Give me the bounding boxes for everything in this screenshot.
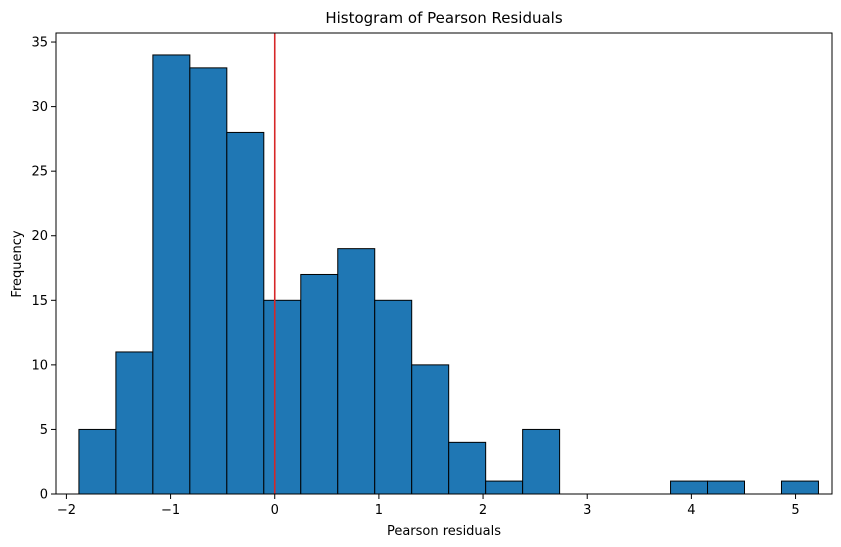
histogram-bar: [115, 351, 154, 495]
y-tick-label: 20: [31, 229, 48, 244]
y-tick-label: 35: [31, 36, 48, 51]
histogram-bar: [337, 248, 376, 495]
x-axis-ticks: −2 −1 0 1 2 3 4 5: [57, 494, 800, 518]
histogram-bar: [374, 299, 413, 495]
x-tick-label: 5: [791, 503, 799, 518]
chart-title: Histogram of Pearson Residuals: [325, 9, 563, 27]
histogram-bar: [226, 131, 265, 495]
y-tick-label: 5: [40, 423, 48, 438]
x-tick-label: −2: [57, 503, 76, 518]
y-tick-label: 25: [31, 165, 48, 180]
y-axis-ticks: 0 5 10 15 20 25 30 35: [31, 36, 56, 503]
histogram-bar: [78, 428, 117, 495]
histogram-bar: [448, 441, 487, 495]
x-tick-label: 3: [583, 503, 591, 518]
bars-group: [78, 54, 819, 495]
x-tick-label: 2: [479, 503, 487, 518]
y-tick-label: 30: [31, 100, 48, 115]
y-axis-label: Frequency: [10, 230, 25, 297]
histogram-bar: [152, 54, 191, 495]
x-tick-label: 4: [687, 503, 695, 518]
x-tick-label: 0: [271, 503, 279, 518]
histogram-bar: [300, 273, 339, 495]
y-tick-label: 0: [40, 488, 48, 503]
x-tick-label: −1: [161, 503, 180, 518]
histogram-bar: [522, 428, 561, 495]
plot-frame: [55, 32, 833, 495]
histogram-bar: [780, 480, 819, 495]
histogram-bar: [263, 299, 302, 495]
x-tick-label: 1: [375, 503, 383, 518]
histogram-bar: [485, 480, 524, 495]
y-tick-label: 10: [31, 358, 48, 373]
y-tick-label: 15: [31, 294, 48, 309]
x-axis-label: Pearson residuals: [387, 524, 501, 539]
histogram-bar: [707, 480, 746, 495]
histogram-bar: [189, 67, 228, 495]
histogram-bar: [670, 480, 709, 495]
histogram-bar: [411, 364, 450, 495]
